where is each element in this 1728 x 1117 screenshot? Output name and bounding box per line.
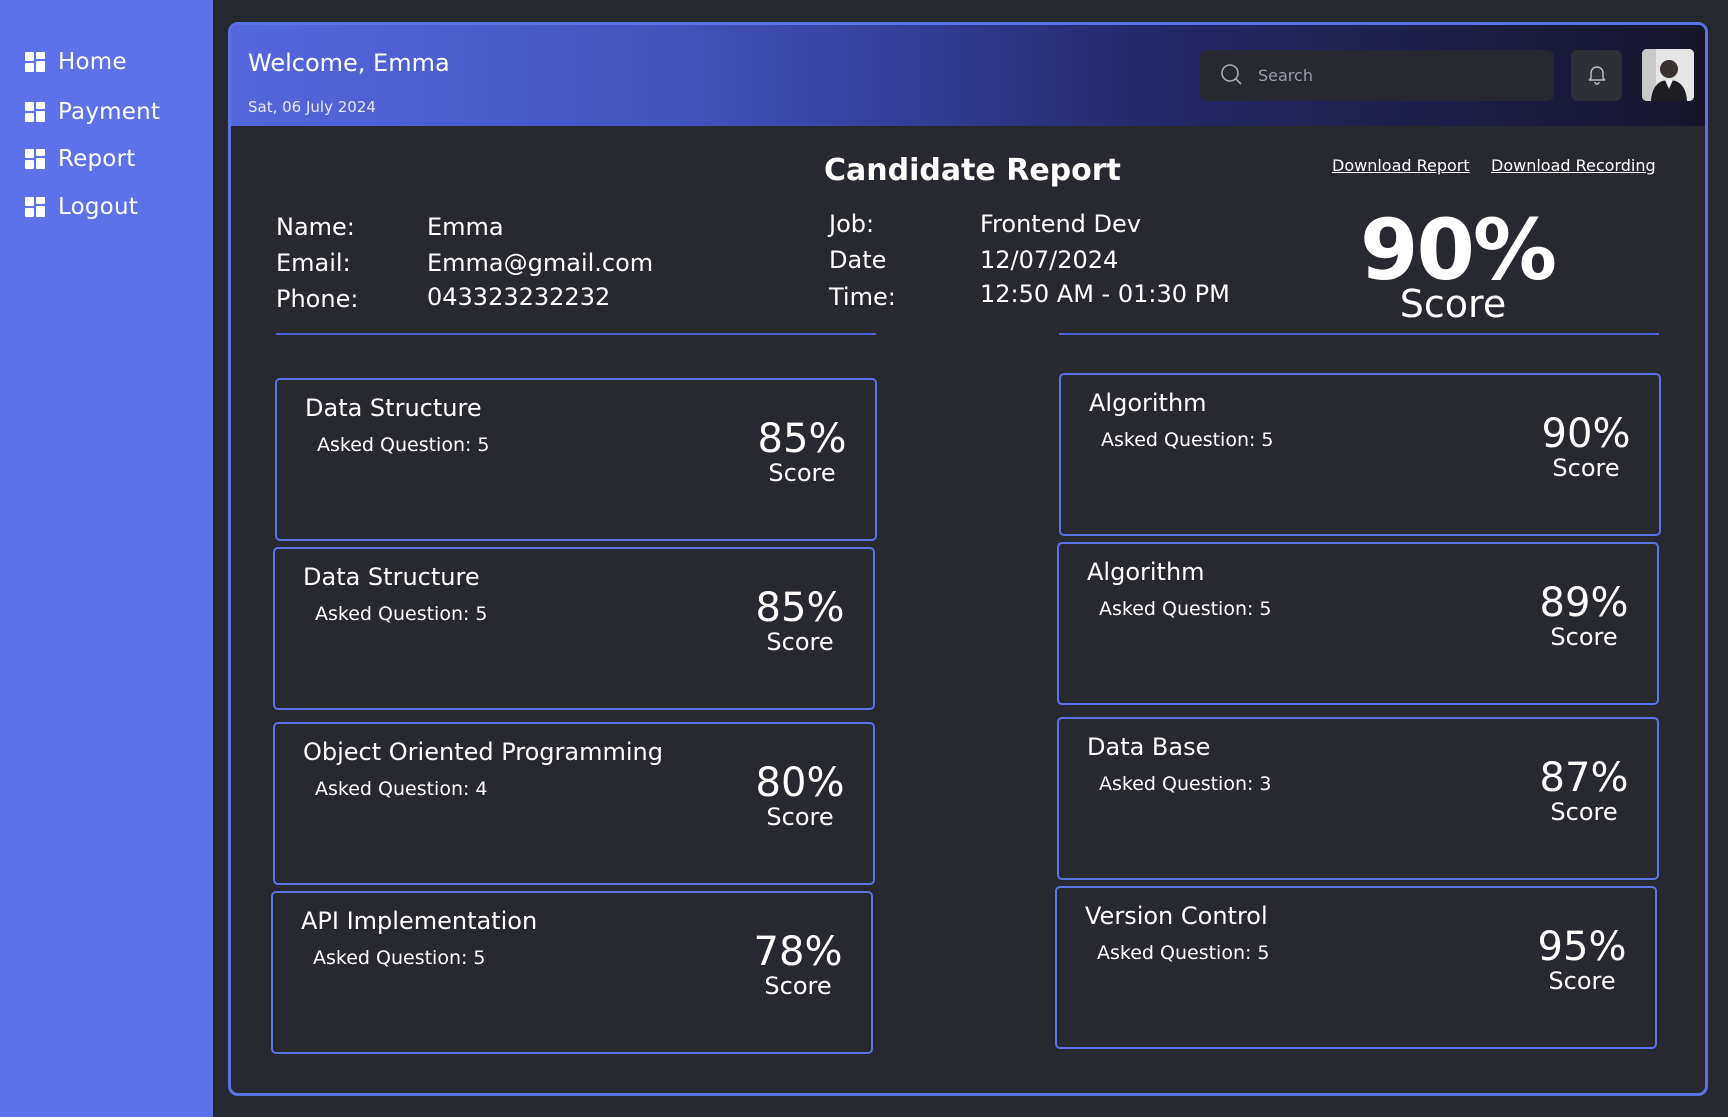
- card-asked-count: Asked Question: 5: [317, 434, 490, 456]
- card-asked-count: Asked Question: 5: [1101, 429, 1274, 451]
- card-title: Data Base: [1087, 733, 1211, 761]
- date-value: 12/07/2024: [980, 246, 1119, 274]
- candidate-name: Emma: [427, 213, 504, 241]
- card-score-percent: 89%: [1539, 580, 1629, 626]
- card-asked-count: Asked Question: 3: [1099, 773, 1272, 795]
- card-score-label: Score: [1552, 454, 1620, 482]
- sidebar-item-label: Logout: [58, 194, 138, 220]
- card-title: Data Structure: [303, 563, 480, 591]
- sidebar: Home Payment Report Logout: [0, 0, 213, 1117]
- candidate-phone: 043323232232: [427, 283, 611, 311]
- time-label: Time:: [829, 283, 896, 311]
- dashboard-grid-icon: [25, 52, 45, 72]
- card-score-percent: 85%: [757, 416, 847, 462]
- email-label: Email:: [276, 249, 351, 277]
- sidebar-item-label: Home: [58, 49, 127, 75]
- sidebar-item-logout[interactable]: Logout: [25, 189, 138, 225]
- overall-score-label: Score: [1399, 282, 1507, 326]
- search-box[interactable]: [1200, 50, 1554, 101]
- score-card[interactable]: Data Structure Asked Question: 5 85% Sco…: [273, 547, 875, 710]
- card-asked-count: Asked Question: 4: [315, 778, 488, 800]
- card-asked-count: Asked Question: 5: [1097, 942, 1270, 964]
- card-score-percent: 87%: [1539, 755, 1629, 801]
- report-title: Candidate Report: [824, 153, 1121, 188]
- download-report-link[interactable]: Download Report: [1332, 156, 1470, 175]
- job-label: Job:: [829, 210, 875, 238]
- card-score-label: Score: [768, 459, 836, 487]
- candidate-email: Emma@gmail.com: [427, 249, 654, 277]
- download-recording-link[interactable]: Download Recording: [1491, 156, 1656, 175]
- sidebar-item-label: Report: [58, 146, 136, 172]
- sidebar-item-home[interactable]: Home: [25, 44, 127, 80]
- welcome-message: Welcome, Emma: [248, 49, 450, 77]
- card-title: Algorithm: [1087, 558, 1205, 586]
- main-panel: Welcome, Emma Sat, 06 July 2024: [228, 22, 1708, 1096]
- card-score-label: Score: [766, 803, 834, 831]
- notifications-button[interactable]: [1571, 50, 1622, 101]
- card-title: Data Structure: [305, 394, 482, 422]
- card-asked-count: Asked Question: 5: [315, 603, 488, 625]
- score-card[interactable]: Algorithm Asked Question: 5 89% Score: [1057, 542, 1659, 705]
- score-card[interactable]: Data Base Asked Question: 3 87% Score: [1057, 717, 1659, 880]
- divider: [276, 333, 876, 335]
- overall-score-percent: 90%: [1360, 201, 1557, 299]
- card-score-label: Score: [1550, 798, 1618, 826]
- sidebar-item-report[interactable]: Report: [25, 141, 135, 177]
- search-icon: [1220, 63, 1242, 89]
- card-score-percent: 90%: [1541, 411, 1631, 457]
- card-title: Version Control: [1085, 902, 1268, 930]
- dashboard-grid-icon: [25, 149, 45, 169]
- card-score-label: Score: [1550, 623, 1618, 651]
- avatar[interactable]: [1642, 49, 1694, 101]
- card-score-label: Score: [1548, 967, 1616, 995]
- card-asked-count: Asked Question: 5: [313, 947, 486, 969]
- sidebar-item-payment[interactable]: Payment: [25, 94, 160, 130]
- sidebar-item-label: Payment: [58, 99, 161, 125]
- time-value: 12:50 AM - 01:30 PM: [980, 280, 1230, 308]
- dashboard-grid-icon: [25, 102, 45, 122]
- header-bar: Welcome, Emma Sat, 06 July 2024: [231, 25, 1705, 126]
- card-score-percent: 85%: [755, 585, 845, 631]
- name-label: Name:: [276, 213, 355, 241]
- header-date: Sat, 06 July 2024: [248, 98, 376, 116]
- job-value: Frontend Dev: [980, 210, 1141, 238]
- card-title: API Implementation: [301, 907, 538, 935]
- card-asked-count: Asked Question: 5: [1099, 598, 1272, 620]
- card-score-label: Score: [764, 972, 832, 1000]
- score-card[interactable]: Version Control Asked Question: 5 95% Sc…: [1055, 886, 1657, 1049]
- dashboard-grid-icon: [25, 197, 45, 217]
- score-card[interactable]: Data Structure Asked Question: 5 85% Sco…: [275, 378, 877, 541]
- card-title: Algorithm: [1089, 389, 1207, 417]
- card-score-percent: 80%: [755, 760, 845, 806]
- bell-icon: [1586, 63, 1608, 89]
- search-input[interactable]: [1258, 66, 1528, 85]
- card-score-percent: 78%: [753, 929, 843, 975]
- card-score-label: Score: [766, 628, 834, 656]
- score-card[interactable]: Algorithm Asked Question: 5 90% Score: [1059, 373, 1661, 536]
- score-card[interactable]: Object Oriented Programming Asked Questi…: [273, 722, 875, 885]
- score-card[interactable]: API Implementation Asked Question: 5 78%…: [271, 891, 873, 1054]
- date-label: Date: [829, 246, 887, 274]
- phone-label: Phone:: [276, 285, 359, 313]
- divider: [1059, 333, 1659, 335]
- card-title: Object Oriented Programming: [303, 738, 663, 766]
- card-score-percent: 95%: [1537, 924, 1627, 970]
